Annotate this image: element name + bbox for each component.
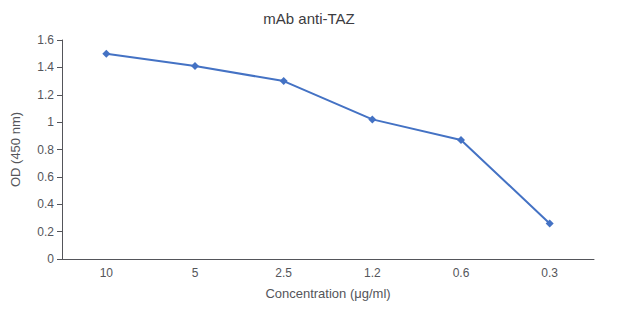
svg-text:0.3: 0.3 [541,266,558,280]
svg-text:0.6: 0.6 [453,266,470,280]
svg-text:0.2: 0.2 [37,225,54,239]
svg-text:mAb anti-TAZ: mAb anti-TAZ [263,10,354,27]
svg-text:0.8: 0.8 [37,143,54,157]
svg-text:1.6: 1.6 [37,33,54,47]
svg-text:2.5: 2.5 [275,266,292,280]
svg-text:1: 1 [47,115,54,129]
svg-text:10: 10 [100,266,114,280]
svg-text:OD (450 nm): OD (450 nm) [8,112,23,187]
svg-text:0.4: 0.4 [37,197,54,211]
svg-text:0: 0 [47,252,54,266]
svg-text:Concentration (μg/ml): Concentration (μg/ml) [265,286,390,301]
svg-text:1.4: 1.4 [37,60,54,74]
svg-text:5: 5 [192,266,199,280]
svg-text:0.6: 0.6 [37,170,54,184]
svg-text:1.2: 1.2 [364,266,381,280]
svg-text:1.2: 1.2 [37,88,54,102]
